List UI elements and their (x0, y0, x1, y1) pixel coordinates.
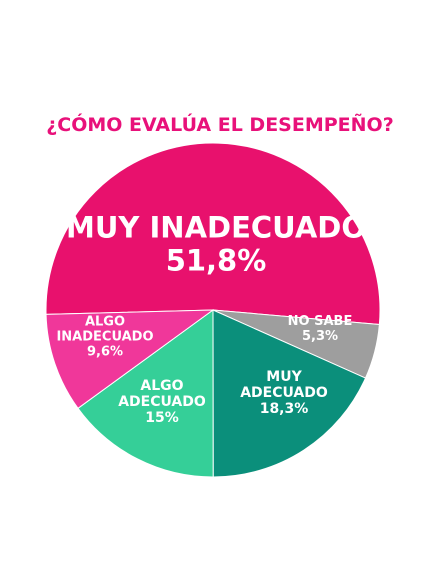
slice-label: ALGO ADECUADO 15% (112, 378, 212, 426)
category-label: NO SABE (287, 314, 353, 330)
pie-slice (77, 309, 214, 478)
pie-slice (212, 309, 367, 478)
value-label: 9,6% (86, 344, 124, 360)
category-label: ALGO ADECUADO (118, 377, 206, 410)
value-label: 15% (145, 410, 179, 427)
slice-label: MUY ADECUADO 18,3% (234, 369, 334, 417)
category-label: ALGO INADECUADO (56, 314, 154, 345)
pie-slice (45, 142, 381, 326)
value-label: 18,3% (259, 401, 309, 418)
slice-label: NO SABE 5,3% (280, 314, 360, 345)
value-label: 51,8% (165, 244, 267, 278)
value-label: 5,3% (301, 329, 339, 344)
chart-title: ¿CÓMO EVALÚA EL DESEMPEÑO? (46, 114, 394, 136)
category-label: MUY INADECUADO (66, 210, 366, 245)
pie-slice (45, 309, 215, 410)
slice-label: ALGO INADECUADO 9,6% (55, 314, 155, 361)
slice-label: MUY INADECUADO 51,8% (56, 210, 376, 279)
category-label: MUY ADECUADO (240, 368, 328, 401)
